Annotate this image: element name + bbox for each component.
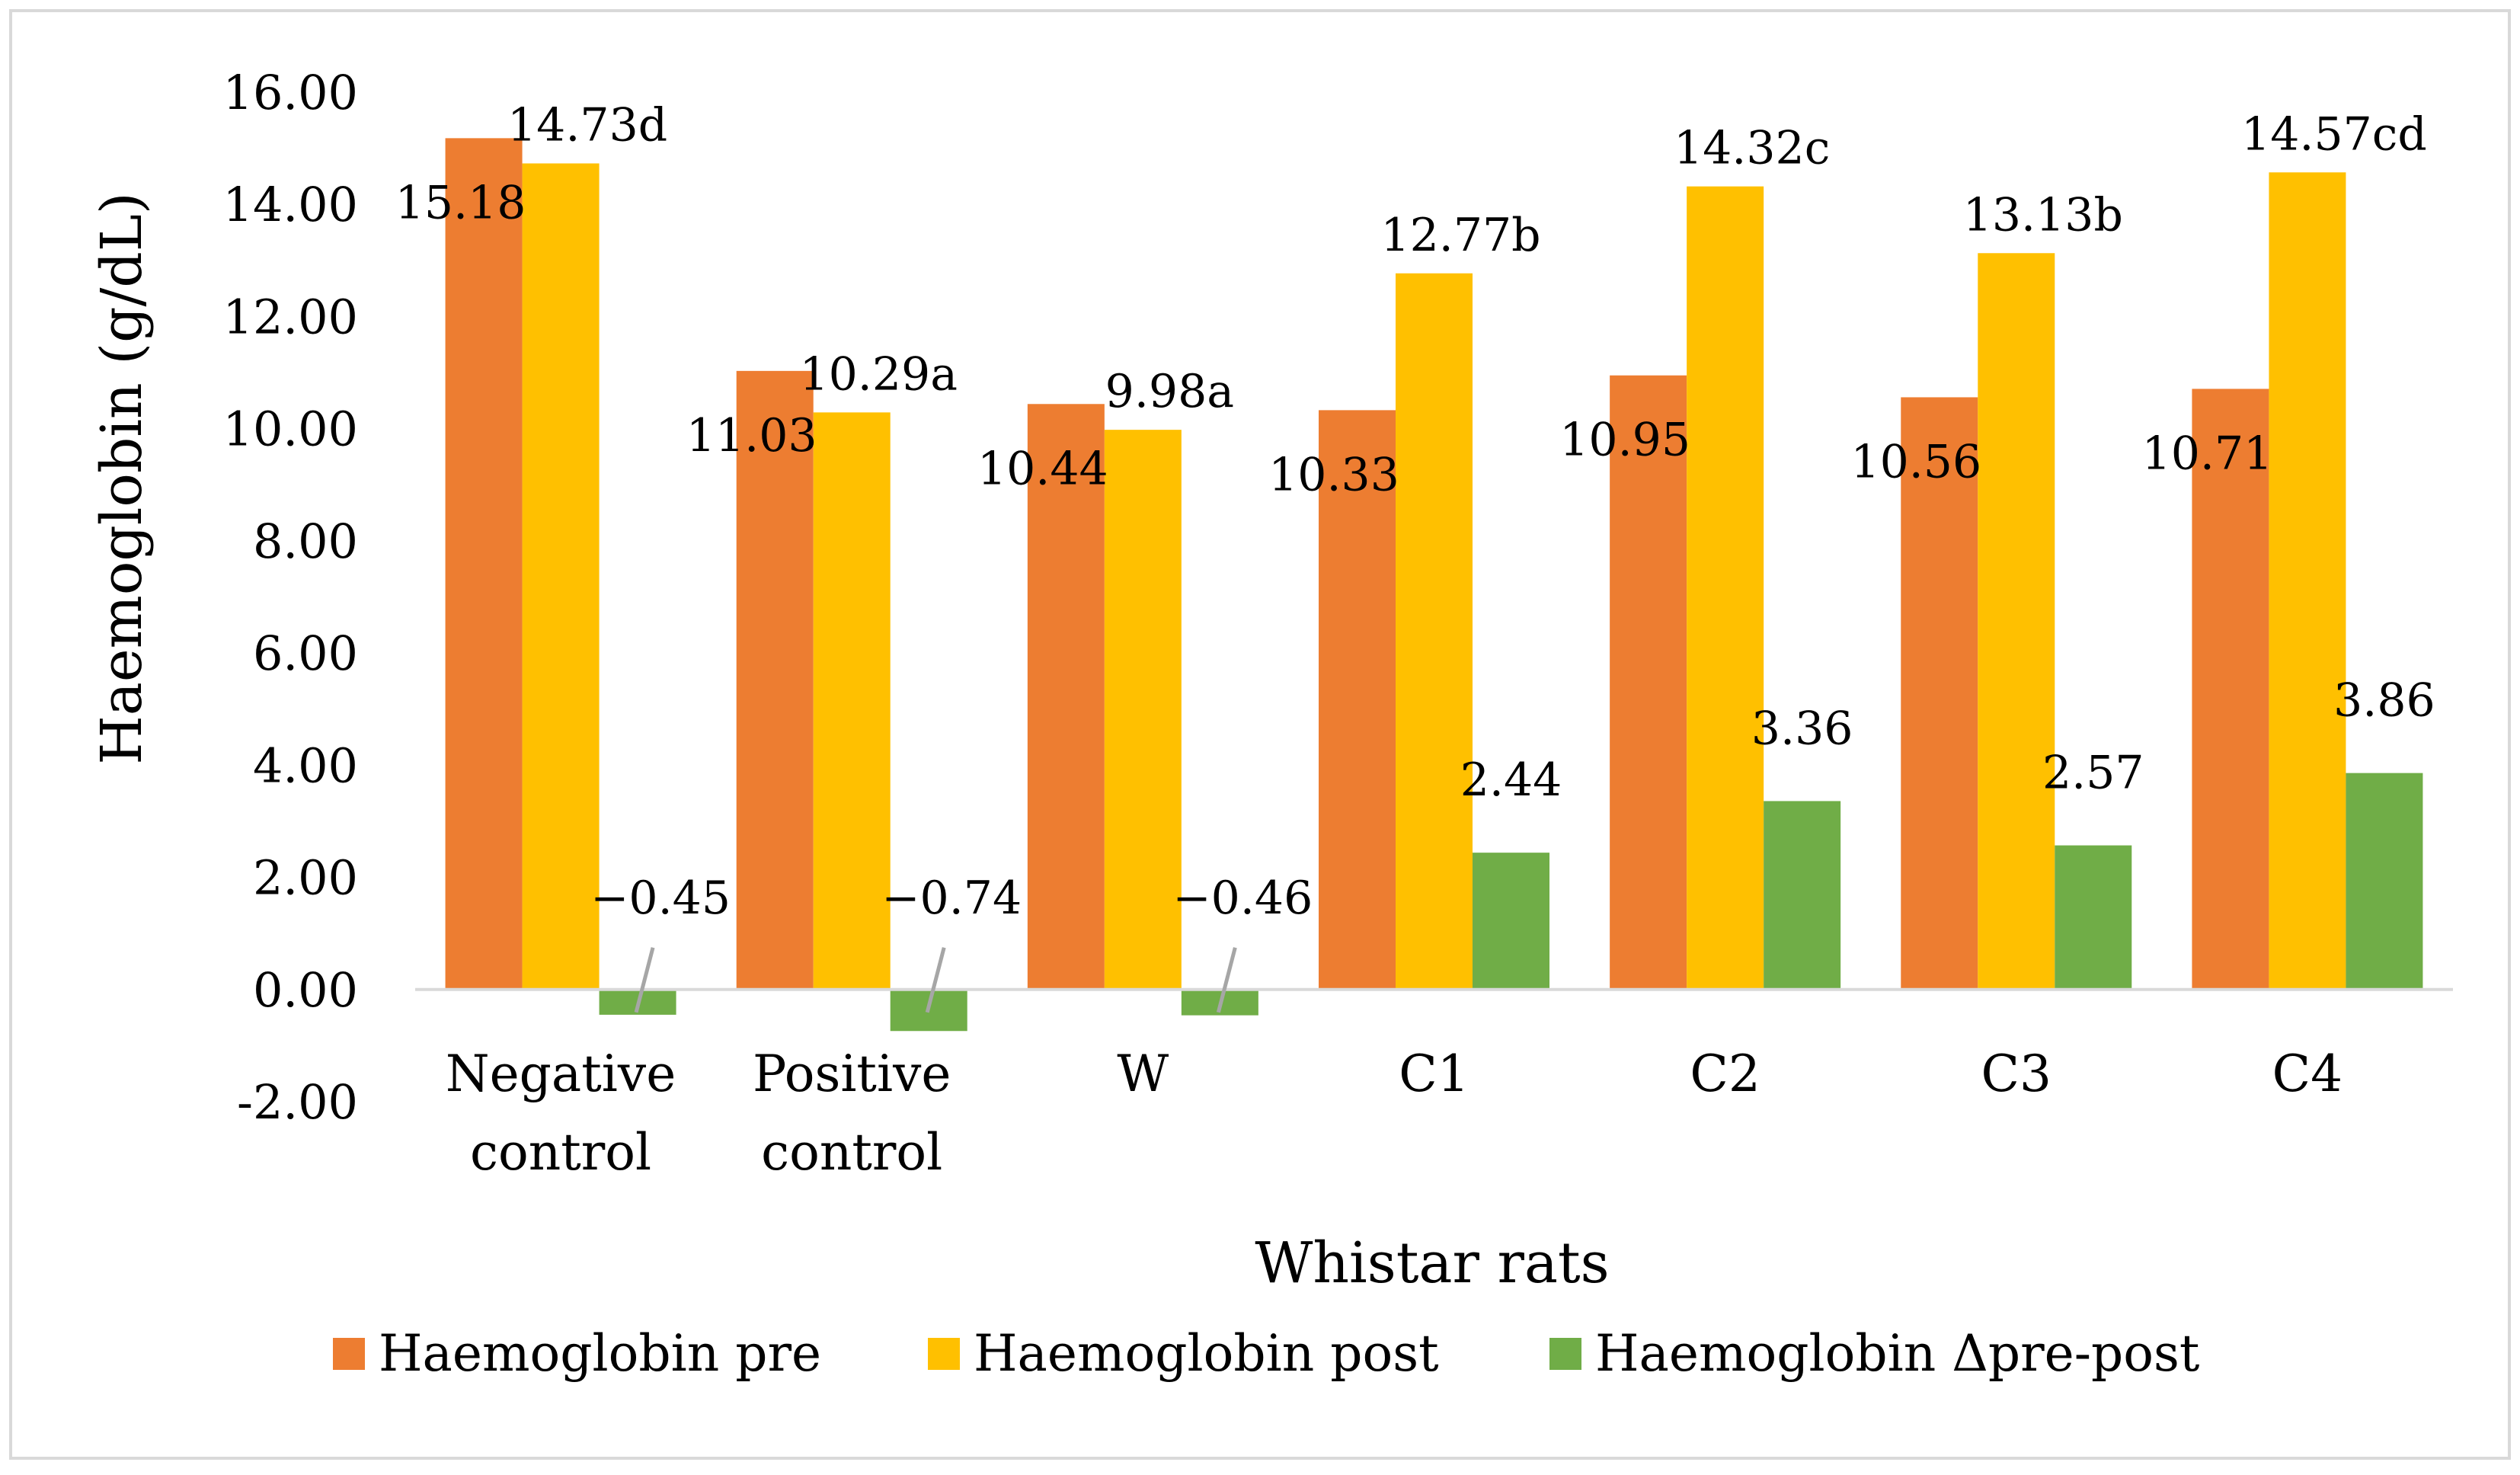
data-label: −0.74 [881, 872, 1022, 925]
x-category-label: C3 [1981, 1045, 2052, 1103]
leader-line [925, 947, 946, 1013]
legend-label: Haemoglobin Δpre-post [1595, 1324, 2199, 1383]
data-label: 3.86 [2333, 674, 2435, 728]
legend-label: Haemoglobin post [974, 1324, 1439, 1383]
bar-post [1104, 430, 1182, 990]
bar-pre [1319, 410, 1396, 990]
bar-delta [1473, 853, 1549, 990]
legend: Haemoglobin pre Haemoglobin post Haemoglob… [333, 1324, 2199, 1383]
x-category-label: C4 [2272, 1045, 2343, 1103]
bar-pre [1610, 375, 1687, 990]
legend-swatch [928, 1338, 960, 1370]
bar-delta [2346, 773, 2423, 990]
x-category-label: W [1117, 1045, 1169, 1103]
data-labels-group: 15.18 11.03 10.44 10.33 10.95 10.56 10.71 14.73… [395, 98, 2435, 924]
data-label: 10.56 [1850, 435, 1981, 488]
x-category-label: Negative [446, 1045, 676, 1103]
y-tick-label: 16.00 [223, 65, 359, 120]
bars-group [445, 138, 2423, 1032]
y-tick-label: 2.00 [253, 850, 358, 906]
data-label: 15.18 [395, 176, 526, 229]
x-category-label: control [470, 1123, 651, 1182]
y-tick-label: 14.00 [223, 177, 359, 232]
bar-pre [736, 370, 814, 990]
x-category-label: Positive [753, 1045, 951, 1103]
data-label: 2.44 [1460, 753, 1562, 807]
data-label: 14.73d [507, 98, 667, 152]
x-category-label: C1 [1399, 1045, 1469, 1103]
bar-post [522, 163, 600, 990]
x-category-label: C2 [1690, 1045, 1760, 1103]
leader-lines [634, 947, 1237, 1013]
x-axis-categories: Negative control Positive control W C1 C2 C3 C4 [446, 1045, 2343, 1182]
chart-border [9, 9, 2511, 1460]
bar-post [813, 412, 891, 990]
y-tick-label: -2.00 [237, 1074, 358, 1130]
bar-delta [2055, 845, 2132, 990]
bar-pre [445, 138, 523, 990]
data-label: 10.33 [1268, 448, 1399, 501]
y-axis-ticks: -2.00 0.00 2.00 4.00 6.00 8.00 10.00 12.00 14.00… [223, 65, 359, 1130]
data-label: −0.45 [590, 872, 731, 925]
y-tick-label: 10.00 [223, 402, 359, 457]
leader-line [634, 947, 655, 1013]
y-axis-title: Haemoglobin (g/dL) [89, 192, 155, 765]
data-label: 10.95 [1559, 414, 1690, 467]
data-label: 9.98a [1105, 365, 1234, 418]
data-label: 10.44 [977, 442, 1108, 495]
data-label: 10.29a [799, 347, 958, 401]
legend-label: Haemoglobin pre [379, 1324, 821, 1383]
x-category-label: control [761, 1123, 942, 1182]
bar-post [1396, 273, 1473, 990]
data-label: −0.46 [1172, 872, 1313, 925]
data-label: 10.71 [2142, 427, 2273, 480]
legend-swatch [333, 1338, 365, 1370]
data-label: 2.57 [2042, 747, 2144, 800]
y-tick-label: 4.00 [253, 738, 358, 793]
data-label: 14.57cd [2241, 107, 2427, 161]
y-tick-label: 6.00 [253, 626, 358, 681]
y-tick-label: 8.00 [253, 514, 358, 569]
bar-delta [1764, 801, 1841, 990]
data-label: 13.13b [1963, 188, 2123, 242]
bar-post [1687, 186, 1764, 990]
bar-pre [1901, 397, 1978, 990]
bar-pre [1027, 404, 1105, 990]
data-label: 3.36 [1751, 702, 1853, 755]
bar-post [1978, 253, 2055, 990]
leader-line [1216, 947, 1237, 1013]
y-tick-label: 12.00 [223, 289, 359, 344]
bar-pre [2192, 389, 2269, 990]
y-tick-label: 0.00 [253, 962, 358, 1018]
data-label: 12.77b [1380, 209, 1540, 262]
bar-post [2269, 172, 2346, 990]
data-label: 11.03 [686, 409, 817, 462]
legend-swatch [1549, 1338, 1581, 1370]
x-axis-title: Whistar rats [1255, 1230, 1609, 1296]
data-label: 14.32c [1674, 122, 1830, 175]
